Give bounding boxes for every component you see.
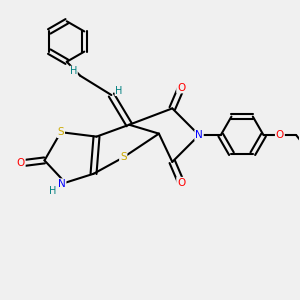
Text: H: H <box>115 85 122 96</box>
Text: N: N <box>58 179 66 189</box>
Text: N: N <box>195 130 203 140</box>
Text: H: H <box>49 186 56 196</box>
Text: O: O <box>276 130 284 140</box>
Text: S: S <box>58 127 64 137</box>
Text: O: O <box>177 82 185 93</box>
Text: O: O <box>177 178 185 188</box>
Text: S: S <box>120 152 127 162</box>
Text: O: O <box>16 158 25 168</box>
Text: H: H <box>70 66 77 76</box>
